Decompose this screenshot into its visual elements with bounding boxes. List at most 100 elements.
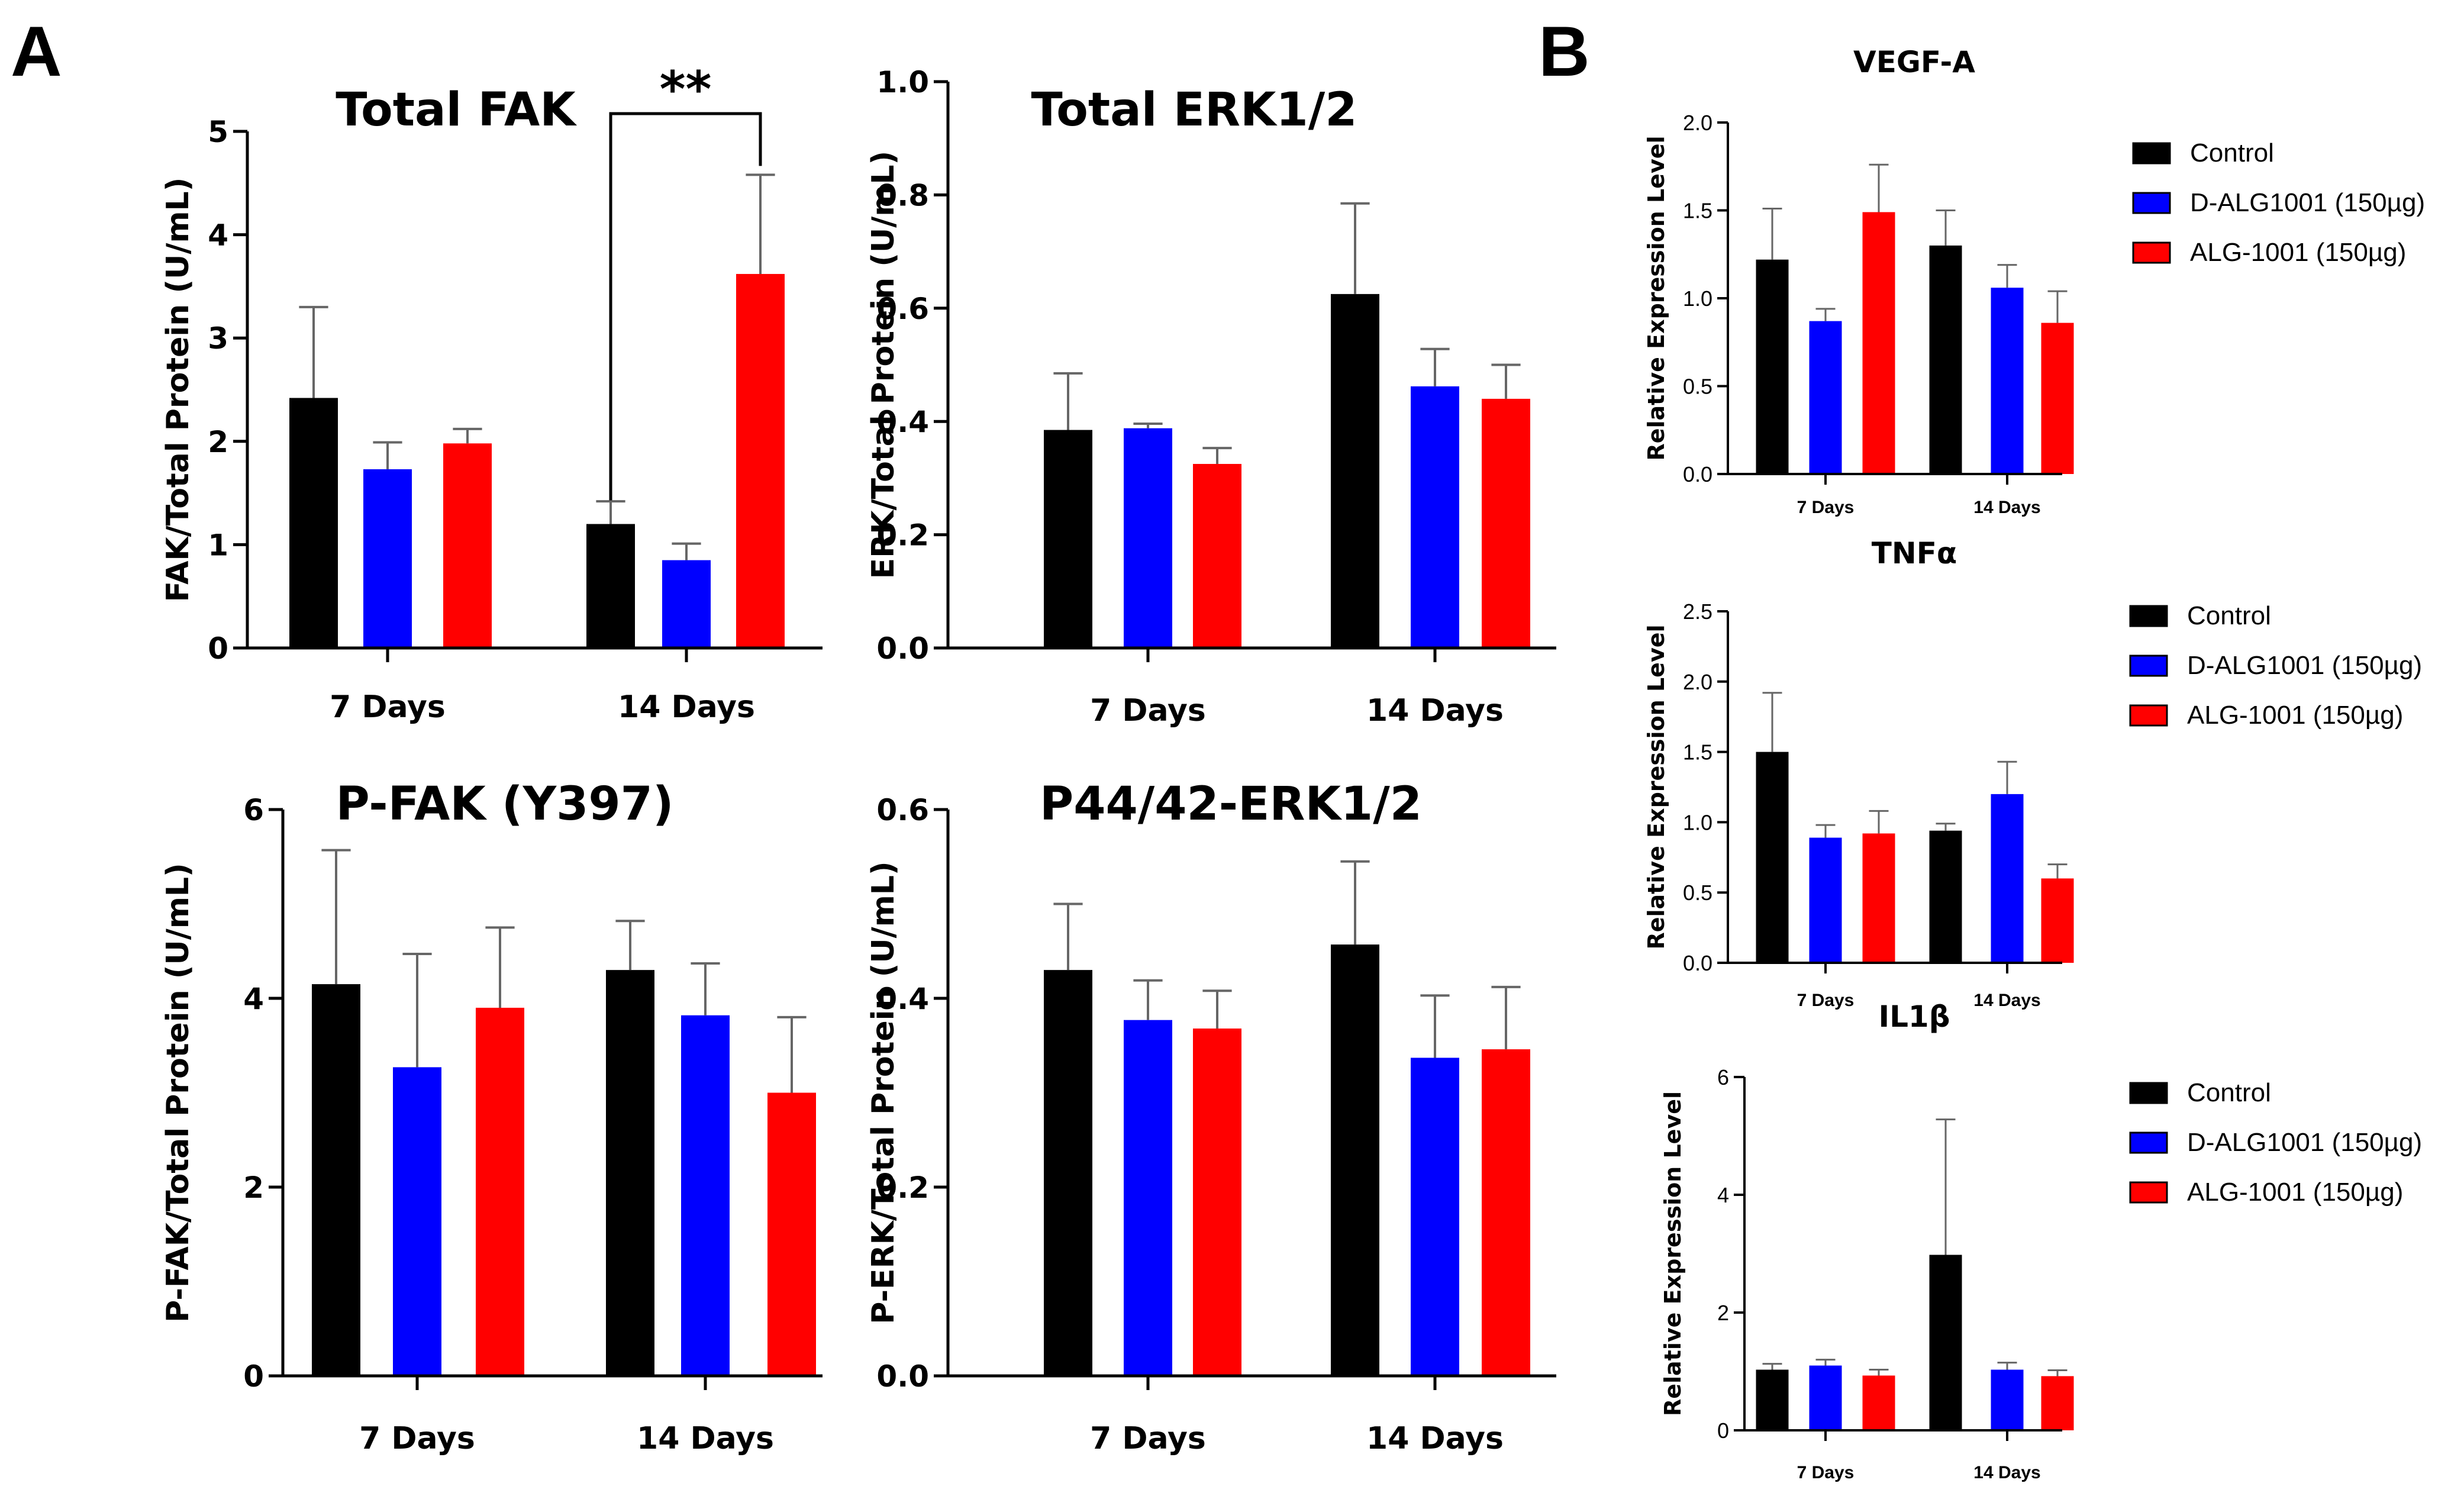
total-fak-error-bar-1-2 xyxy=(746,173,775,274)
tnf-a-bar-1-1 xyxy=(1991,794,2024,963)
total-erk-error-bar-0-1 xyxy=(1133,423,1163,428)
legend-swatch-2 xyxy=(2129,1181,2168,1204)
vegf-a-error-bar-1-2 xyxy=(2047,290,2068,323)
total-fak-xtick-label: 14 Days xyxy=(618,689,755,725)
vegf-a-ytick-label: 1.5 xyxy=(1683,198,1712,223)
il1b-bar-1-0 xyxy=(1929,1255,1962,1430)
p-erk-bar-1-1 xyxy=(1411,1057,1459,1376)
legend-swatch-2 xyxy=(2132,241,2171,264)
p-erk-bar-1-0 xyxy=(1331,944,1379,1376)
vegf-a-ytick-label: 0.5 xyxy=(1683,374,1712,398)
p-erk-error-bar-1-2 xyxy=(1491,985,1521,1050)
il1b-error-bar-1-2 xyxy=(2047,1369,2068,1376)
p-fak-bar-1-2 xyxy=(767,1092,816,1376)
total-fak-ytick-label: 2 xyxy=(208,425,228,459)
p-erk-xtick-label: 14 Days xyxy=(1366,1421,1504,1456)
total-erk-chart: Total ERK1/2 ERK/Total Protein (U/mL) 0.0 0… xyxy=(866,65,1556,728)
tnf-a-bar-1-2 xyxy=(2041,878,2074,963)
p-erk-bar-0-2 xyxy=(1193,1028,1241,1376)
panel-b-letter: B xyxy=(1539,12,1590,91)
il1b-bar-0-1 xyxy=(1809,1365,1842,1430)
vegf-a-error-bar-0-0 xyxy=(1762,208,1782,260)
p-fak-bar-0-0 xyxy=(312,984,360,1376)
vegf-a-bar-0-0 xyxy=(1756,259,1789,474)
tnf-a-xtick-label: 14 Days xyxy=(1973,991,2040,1010)
panel-a-letter: A xyxy=(11,12,62,91)
legend-label-0: Control xyxy=(2187,601,2271,630)
tnf-a-error-bar-1-1 xyxy=(1997,760,2017,794)
vegf-a-bar-1-0 xyxy=(1929,245,1962,474)
total-fak-chart: Total FAK FAK/Total Protein (U/mL) 0 1 2 3 4 5 7… xyxy=(160,60,823,725)
tnf-a-ytick-label: 1.0 xyxy=(1683,810,1712,834)
il1b-ytick-label: 6 xyxy=(1717,1065,1729,1089)
p-fak-ytick-label: 4 xyxy=(243,982,264,1016)
legend-label-2: ALG-1001 (150µg) xyxy=(2187,701,2403,730)
tnf-a-bar-1-0 xyxy=(1929,830,1962,963)
tnf-a-bar-0-0 xyxy=(1756,752,1789,963)
legend-label-0: Control xyxy=(2190,138,2274,167)
total-erk-error-bar-1-2 xyxy=(1491,363,1521,399)
vegf-a-ytick-label: 1.0 xyxy=(1683,286,1712,311)
vegf-a-error-bar-0-1 xyxy=(1815,308,1836,321)
tnf-a-ytick-label: 0.5 xyxy=(1683,881,1712,905)
total-erk-ytick-label: 0.0 xyxy=(876,631,929,666)
vegf-a-bar-0-2 xyxy=(1862,212,1895,474)
vegf-a-xtick-label: 14 Days xyxy=(1973,498,2040,517)
total-erk-bar-0-0 xyxy=(1044,430,1092,648)
p-erk-bar-0-0 xyxy=(1044,970,1092,1376)
vegf-a-title: VEGF-A xyxy=(1853,45,1975,79)
tnf-a-ytick-label: 2.5 xyxy=(1683,599,1712,624)
vegf-a-ylabel: Relative Expression Level xyxy=(1643,136,1669,460)
tnf-a-legend: Control D-ALG1001 (150µg) ALG-1001 (150µg) xyxy=(2129,601,2422,730)
tnf-a-error-bar-1-2 xyxy=(2047,863,2068,879)
total-fak-ytick-label: 1 xyxy=(208,528,228,562)
il1b-error-bar-1-0 xyxy=(1936,1118,1956,1255)
legend-label-1: D-ALG1001 (150µg) xyxy=(2187,651,2422,680)
total-erk-error-bar-0-0 xyxy=(1053,372,1083,430)
p-erk-error-bar-0-1 xyxy=(1133,979,1163,1020)
legend-swatch-0 xyxy=(2132,142,2171,165)
total-fak-ytick-label: 5 xyxy=(208,115,228,149)
tnf-a-ytick-label: 2.0 xyxy=(1683,670,1712,694)
il1b-xtick-label: 7 Days xyxy=(1797,1463,1855,1482)
il1b-bar-0-2 xyxy=(1862,1375,1895,1430)
p-fak-error-bar-0-2 xyxy=(485,926,515,1008)
total-fak-error-bar-0-0 xyxy=(299,305,328,398)
p-erk-title: P44/42-ERK1/2 xyxy=(1040,778,1422,831)
il1b-title: IL1β xyxy=(1878,1000,1950,1034)
il1b-legend: Control D-ALG1001 (150µg) ALG-1001 (150µg) xyxy=(2129,1078,2422,1207)
p-erk-ytick-label: 0.0 xyxy=(876,1359,929,1394)
il1b-bar-0-0 xyxy=(1756,1369,1789,1430)
total-erk-bar-1-0 xyxy=(1331,294,1379,648)
p-erk-ylabel: P-ERK/Total Protein (U/mL) xyxy=(866,861,901,1324)
total-fak-error-bar-0-1 xyxy=(373,441,402,469)
total-fak-bar-0-2 xyxy=(443,443,492,648)
total-fak-xtick-label: 7 Days xyxy=(330,689,446,725)
p-fak-ytick-label: 0 xyxy=(243,1359,264,1394)
legend-swatch-2 xyxy=(2129,704,2168,727)
total-fak-bar-0-1 xyxy=(363,469,412,648)
il1b-chart: IL1β Relative Expression Level 0 2 4 6 7 Days 1… xyxy=(1660,1000,2422,1482)
p-fak-xtick-label: 7 Days xyxy=(359,1421,475,1456)
il1b-ytick-label: 4 xyxy=(1717,1183,1729,1207)
p-fak-ytick-label: 6 xyxy=(243,793,264,827)
vegf-a-bar-1-2 xyxy=(2041,323,2074,474)
vegf-a-bar-1-1 xyxy=(1991,288,2024,474)
total-fak-error-bar-1-1 xyxy=(672,542,701,560)
total-fak-title: Total FAK xyxy=(336,83,577,137)
p-fak-error-bar-0-0 xyxy=(321,849,351,985)
legend-label-2: ALG-1001 (150µg) xyxy=(2187,1178,2403,1207)
p-fak-error-bar-1-1 xyxy=(691,962,720,1015)
tnf-a-bar-0-2 xyxy=(1862,833,1895,963)
tnf-a-error-bar-0-0 xyxy=(1762,692,1782,752)
total-erk-error-bar-0-2 xyxy=(1202,447,1232,464)
vegf-a-bar-0-1 xyxy=(1809,321,1842,474)
il1b-error-bar-0-1 xyxy=(1815,1359,1836,1366)
il1b-bar-1-1 xyxy=(1991,1369,2024,1430)
p-erk-ytick-label: 0.2 xyxy=(876,1171,929,1205)
p-erk-bar-1-2 xyxy=(1482,1049,1530,1376)
total-erk-bar-0-2 xyxy=(1193,463,1241,648)
legend-swatch-1 xyxy=(2129,654,2168,677)
total-fak-bar-1-2 xyxy=(736,273,785,648)
